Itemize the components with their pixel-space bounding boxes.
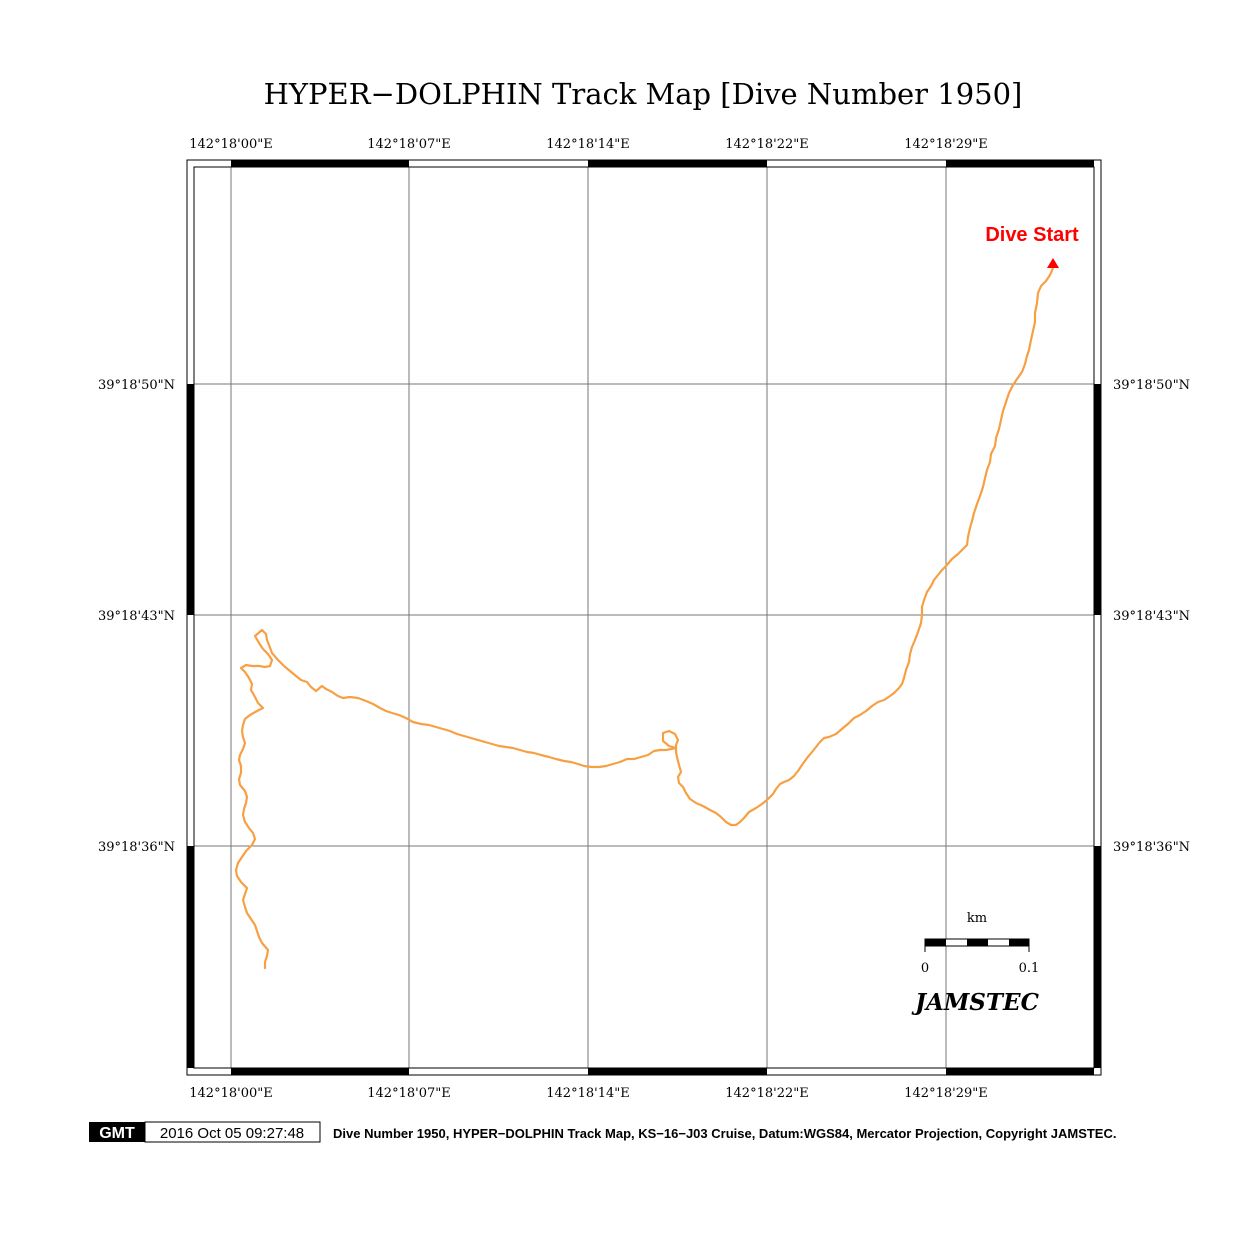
lat-label-left: 39°18'43"N xyxy=(98,609,175,624)
lat-label-left: 39°18'36"N xyxy=(98,840,175,855)
lon-label-top: 142°18'07"E xyxy=(367,137,450,152)
lon-label-top: 142°18'29"E xyxy=(904,137,987,152)
lat-label-right: 39°18'43"N xyxy=(1113,609,1190,624)
lon-label-bottom: 142°18'22"E xyxy=(725,1086,808,1101)
lat-label-right: 39°18'50"N xyxy=(1113,378,1190,393)
timestamp: 2016 Oct 05 09:27:48 xyxy=(160,1125,304,1142)
scale-unit-label: km xyxy=(967,911,987,926)
map-title: HYPER−DOLPHIN Track Map [Dive Number 195… xyxy=(264,77,1023,111)
dive-track-line xyxy=(234,266,1055,970)
lon-label-bottom: 142°18'07"E xyxy=(367,1086,450,1101)
lon-label-bottom: 142°18'00"E xyxy=(189,1086,272,1101)
footer-caption: Dive Number 1950, HYPER−DOLPHIN Track Ma… xyxy=(333,1126,1116,1141)
graticule xyxy=(194,167,1094,1068)
scale-bar: km 0 0.1 xyxy=(921,911,1039,976)
timestamp-box xyxy=(144,1121,321,1143)
lon-label-top: 142°18'14"E xyxy=(546,137,629,152)
frame-checker xyxy=(187,160,1101,1075)
dive-start-marker xyxy=(1047,258,1059,268)
scale-min-label: 0 xyxy=(921,961,929,976)
lon-label-top: 142°18'22"E xyxy=(725,137,808,152)
dive-start-label: Dive Start xyxy=(985,224,1079,246)
lat-label-right: 39°18'36"N xyxy=(1113,840,1190,855)
lat-label-left: 39°18'50"N xyxy=(98,378,175,393)
lon-label-bottom: 142°18'14"E xyxy=(546,1086,629,1101)
lon-label-top: 142°18'00"E xyxy=(189,137,272,152)
jamstec-watermark: JAMSTEC xyxy=(911,989,1039,1016)
scale-max-label: 0.1 xyxy=(1019,961,1040,976)
gmt-logo: GMT xyxy=(89,1122,145,1142)
lon-label-bottom: 142°18'29"E xyxy=(904,1086,987,1101)
gmt-logo-text: GMT xyxy=(99,1125,135,1142)
